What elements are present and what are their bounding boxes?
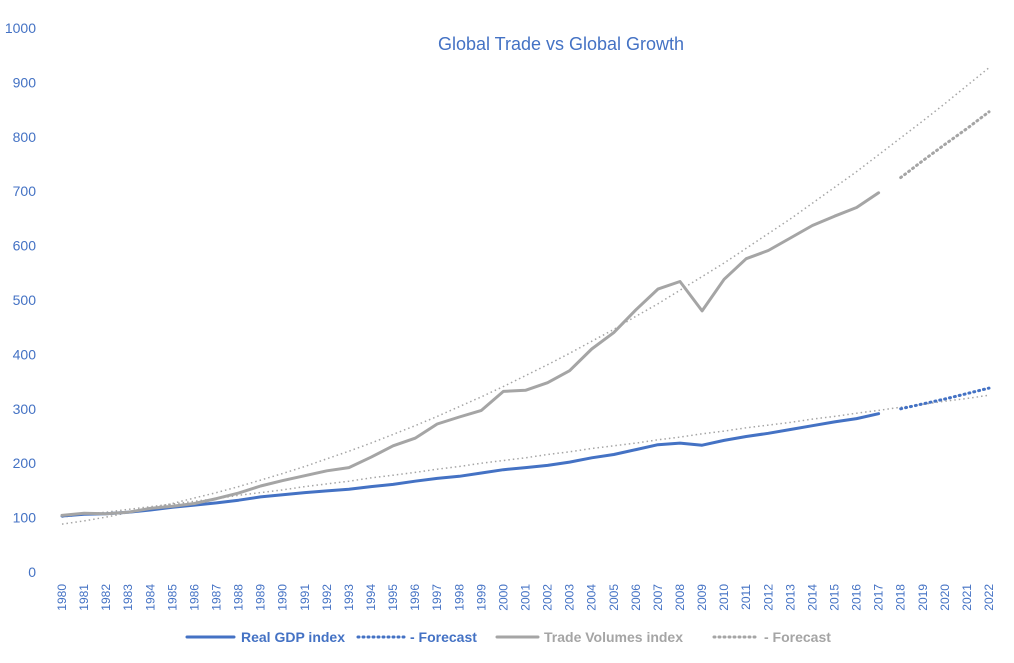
x-tick-label: 1984 [143,584,157,611]
x-tick-label: 2013 [783,584,797,611]
legend-label: - Forecast [764,629,831,645]
y-tick-label: 500 [13,292,37,308]
x-tick-label: 2002 [541,584,555,611]
x-tick-label: 2021 [960,584,974,611]
x-tick-label: 1980 [55,584,69,611]
plot-area [60,67,991,525]
series-line-3 [899,110,991,180]
x-tick-label: 1995 [386,584,400,611]
y-tick-label: 200 [13,455,37,471]
x-tick-label: 2004 [585,584,599,611]
y-tick-label: 1000 [5,20,36,36]
legend-label: Trade Volumes index [544,629,683,645]
x-tick-label: 1982 [99,584,113,611]
x-tick-label: 2019 [916,584,930,611]
x-tick-label: 1981 [77,584,91,611]
x-tick-label: 1996 [408,584,422,611]
x-tick-label: 2007 [651,584,665,611]
x-tick-label: 2015 [828,584,842,611]
x-tick-label: 2005 [607,584,621,611]
x-axis: 1980 1981 1982 1983 1984 1985 1986 1987 1988 1989… [55,584,996,611]
x-tick-label: 2006 [629,584,643,611]
x-tick-label: 1999 [474,584,488,611]
x-tick-label: 2009 [695,584,709,611]
x-tick-label: 1985 [165,584,179,611]
x-tick-label: 2012 [761,584,775,611]
y-tick-label: 700 [13,183,37,199]
x-tick-label: 1983 [121,584,135,611]
legend: Real GDP index - Forecast Trade Volumes in… [185,629,831,645]
x-tick-label: 2016 [850,584,864,611]
x-tick-label: 1997 [430,584,444,611]
x-tick-label: 1986 [187,584,201,611]
chart-title: Global Trade vs Global Growth [438,34,684,54]
y-tick-label: 800 [13,129,37,145]
y-tick-label: 900 [13,74,37,90]
x-tick-label: 2003 [563,584,577,611]
legend-label: - Forecast [410,629,477,645]
x-tick-label: 1990 [276,584,290,611]
y-axis: 0 100 200 300 400 500 600 700 800 900 1000 [5,20,36,580]
x-tick-label: 2008 [673,584,687,611]
x-tick-label: 2017 [872,584,886,611]
y-tick-label: 400 [13,346,37,362]
y-tick-label: 600 [13,238,37,254]
x-tick-label: 2001 [519,584,533,611]
x-tick-label: 2000 [496,584,510,611]
x-tick-label: 2020 [938,584,952,611]
x-tick-label: 1998 [452,584,466,611]
x-tick-label: 2014 [805,584,819,611]
x-tick-label: 2011 [739,584,753,610]
x-tick-label: 2022 [982,584,996,611]
trendline [61,67,990,525]
trendline [61,394,990,518]
y-tick-label: 300 [13,401,37,417]
series-line-2 [60,191,881,517]
series-line-1 [899,386,991,411]
x-tick-label: 1993 [342,584,356,611]
x-tick-label: 1989 [254,584,268,611]
y-tick-label: 0 [28,564,36,580]
x-tick-label: 1994 [364,584,378,611]
legend-label: Real GDP index [241,629,345,645]
series-line-0 [60,412,881,518]
x-tick-label: 1991 [298,584,312,611]
y-tick-label: 100 [13,510,37,526]
x-tick-label: 1987 [210,584,224,611]
x-tick-label: 1988 [232,584,246,611]
x-tick-label: 2018 [894,584,908,611]
x-tick-label: 2010 [717,584,731,611]
x-tick-label: 1992 [320,584,334,611]
